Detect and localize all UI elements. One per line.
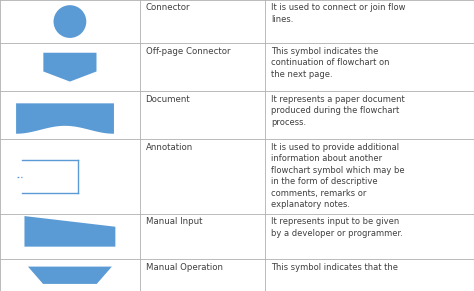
- Text: Manual Operation: Manual Operation: [146, 263, 222, 272]
- Text: It is used to connect or join flow
lines.: It is used to connect or join flow lines…: [271, 3, 406, 24]
- Text: Manual Input: Manual Input: [146, 217, 202, 226]
- Ellipse shape: [54, 5, 86, 38]
- Text: This symbol indicates that the: This symbol indicates that the: [271, 263, 398, 272]
- Text: Off-page Connector: Off-page Connector: [146, 47, 230, 56]
- Text: This symbol indicates the
continuation of flowchart on
the next page.: This symbol indicates the continuation o…: [271, 47, 390, 79]
- Text: Annotation: Annotation: [146, 143, 193, 152]
- Text: It represents a paper document
produced during the flowchart
process.: It represents a paper document produced …: [271, 95, 405, 127]
- Text: It is used to provide additional
information about another
flowchart symbol whic: It is used to provide additional informa…: [271, 143, 405, 209]
- Text: Document: Document: [146, 95, 190, 104]
- Polygon shape: [16, 103, 114, 134]
- Text: Connector: Connector: [146, 3, 190, 13]
- Polygon shape: [25, 216, 115, 247]
- Text: It represents input to be given
by a developer or programmer.: It represents input to be given by a dev…: [271, 217, 403, 238]
- Polygon shape: [28, 267, 112, 284]
- Polygon shape: [43, 53, 97, 81]
